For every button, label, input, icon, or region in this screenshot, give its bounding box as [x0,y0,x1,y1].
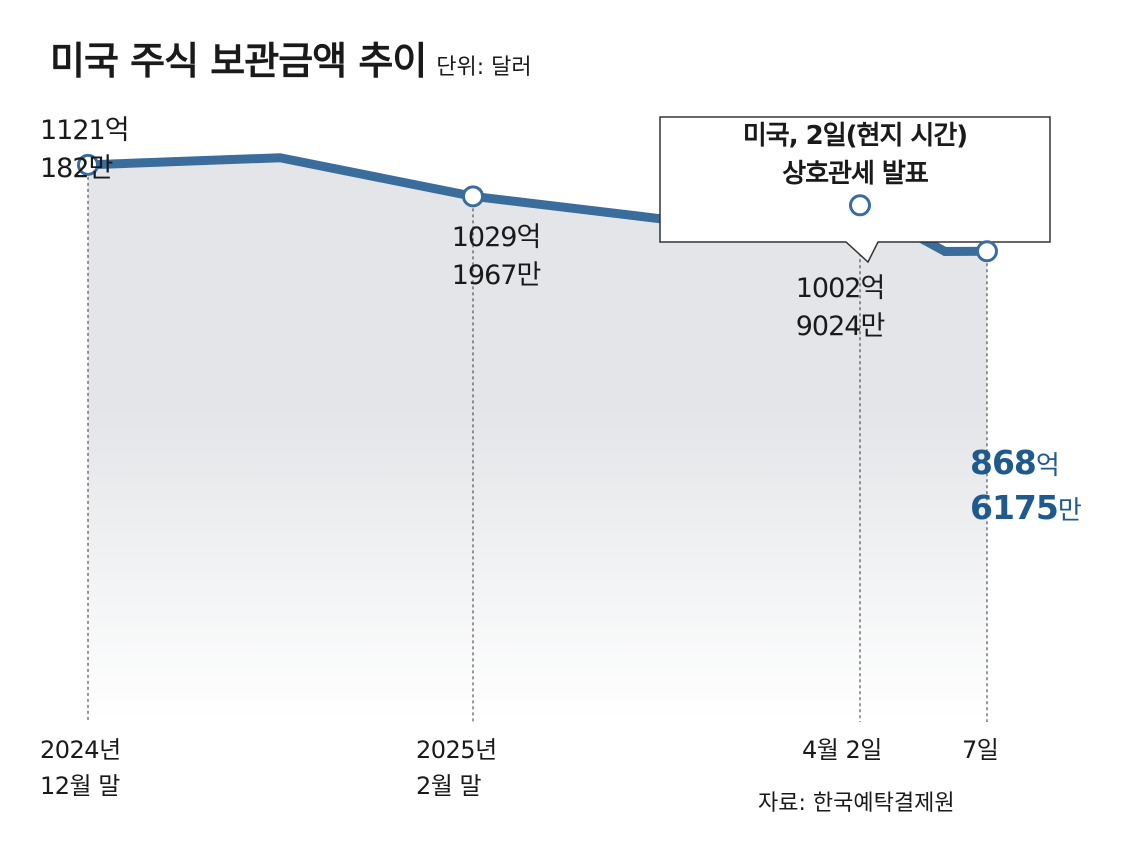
data-label-line: 182만 [40,150,129,188]
source-note: 자료: 한국예탁결제원 [758,791,955,816]
data-label-number: 1002 [795,273,862,304]
data-label-unit: 만 [860,311,885,342]
unit-label: 단위: 달러 [436,55,532,80]
data-label-unit: 억 [860,273,885,304]
area-fill [88,157,987,721]
chart-title: 미국 주식 보관금액 추이 [50,39,427,83]
data-label-unit: 만 [1057,496,1082,526]
x-tick-label: 4월 2일 [802,732,882,768]
data-label-line: 1121억 [40,112,130,150]
data-label-number: 9024 [795,311,862,342]
data-label-number: 1121 [40,115,106,146]
data-label-line: 868억 [970,442,1081,487]
data-label-unit: 만 [88,153,114,184]
x-tick-line: 12월 말 [40,772,120,800]
x-tick-line: 2025년 [416,736,497,764]
data-label-line: 6175만 [970,487,1082,532]
data-label-unit: 억 [516,222,541,253]
data-point-marker [462,185,484,208]
callout-box-text: 미국, 2일(현지 시간) 상호관세 발표 [660,117,1050,193]
data-label-number: 1967 [451,260,518,291]
data-label: 868억 6175만 [970,442,1082,532]
data-point-marker [77,153,99,176]
data-label: 1029억 1967만 [436,219,556,295]
x-tick-line: 2월 말 [416,772,482,800]
data-label: 1121억 182만 [40,112,130,188]
data-label-line: 1967만 [436,257,556,295]
callout-line-1: 미국, 2일(현지 시간) [742,121,968,151]
data-label-unit: 억 [1035,451,1060,481]
data-label-line: 1002억 [780,270,900,308]
data-label-unit: 만 [516,260,541,291]
chart-title-wrap: 미국 주식 보관금액 추이 단위: 달러 [50,30,532,85]
data-label-number: 868 [970,443,1037,482]
callout-line-2: 상호관세 발표 [782,159,929,189]
x-tick-line: 7일 [962,736,999,764]
data-label-line: 9024만 [780,308,900,346]
data-point-marker [849,194,871,217]
x-tick-line: 2024년 [40,736,121,764]
data-label: 1002억 9024만 [780,270,900,346]
x-tick-line: 4월 2일 [802,736,882,764]
data-label-unit: 억 [104,115,130,146]
data-point-marker [976,240,998,263]
data-label-number: 1029 [451,222,518,253]
x-tick-label: 7일 [962,732,999,768]
data-label-number: 6175 [970,488,1059,527]
x-tick-label: 2024년 12월 말 [40,732,121,804]
data-label-line: 1029억 [436,219,556,257]
data-label-number: 182 [40,153,90,184]
x-tick-label: 2025년 2월 말 [416,732,497,804]
callout-box [659,116,1051,264]
